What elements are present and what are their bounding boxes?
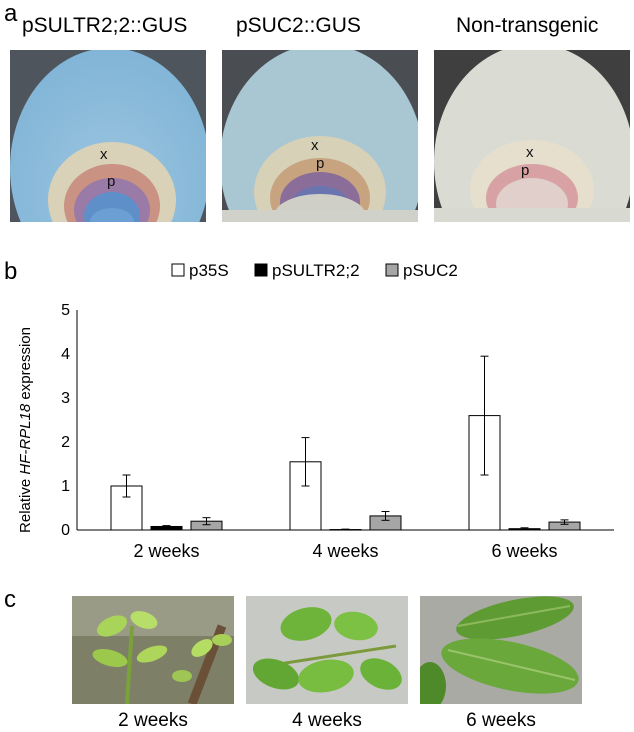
legend-label: p35S (189, 261, 229, 280)
panel-a-title-1: pSULTR2;2::GUS (22, 14, 188, 37)
leaf-photo-4-weeks (246, 596, 408, 704)
leaf-photo-2-weeks (72, 596, 234, 704)
y-tick-label: 4 (61, 346, 70, 363)
section-image-non-transgenic (434, 50, 630, 222)
y-axis-label: Relative HF-RPL18 expression (17, 327, 34, 533)
expression-bar-chart: p35S pSULTR2;2 pSUC2 0 1 2 3 4 5 2 weeks 4 weeks 6… (17, 261, 614, 561)
xylem-mark-3: x (526, 144, 534, 161)
x-tick-label: 6 weeks (491, 541, 557, 561)
legend-swatch (254, 263, 268, 277)
legend-swatch (171, 263, 185, 277)
panel-a-title-2: pSUC2::GUS (236, 14, 361, 37)
y-tick-label: 0 (61, 522, 70, 539)
y-tick-label: 1 (61, 478, 70, 495)
leaf-photo-6-weeks (420, 596, 582, 704)
y-tick-label: 5 (61, 302, 70, 319)
gus-section-image-suc2 (222, 50, 418, 222)
legend-swatch (385, 263, 399, 277)
panel-a-title-3: Non-transgenic (456, 14, 599, 37)
panel-c-letter: c (4, 586, 16, 613)
y-axis-label-suffix: expression (17, 327, 34, 404)
phloem-mark-1: p (107, 173, 116, 190)
y-axis-label-prefix: Relative (17, 475, 34, 533)
gus-section-image-sultr (10, 50, 206, 222)
caption-2-weeks: 2 weeks (118, 710, 188, 731)
x-tick-label: 2 weeks (133, 541, 199, 561)
panel-b-letter: b (4, 258, 18, 285)
panel-a-letter: a (4, 0, 18, 27)
x-tick-label: 4 weeks (312, 541, 378, 561)
legend-label: pSULTR2;2 (272, 261, 360, 280)
phloem-mark-2: p (316, 155, 325, 172)
caption-4-weeks: 4 weeks (292, 710, 362, 731)
y-tick-label: 2 (61, 434, 70, 451)
legend-label: pSUC2 (403, 261, 458, 280)
phloem-mark-3: p (521, 162, 530, 179)
xylem-mark-1: x (100, 146, 108, 163)
xylem-mark-2: x (311, 137, 319, 154)
caption-6-weeks: 6 weeks (466, 710, 536, 731)
y-axis-label-gene: HF-RPL18 (17, 403, 34, 475)
y-tick-label: 3 (61, 390, 70, 407)
